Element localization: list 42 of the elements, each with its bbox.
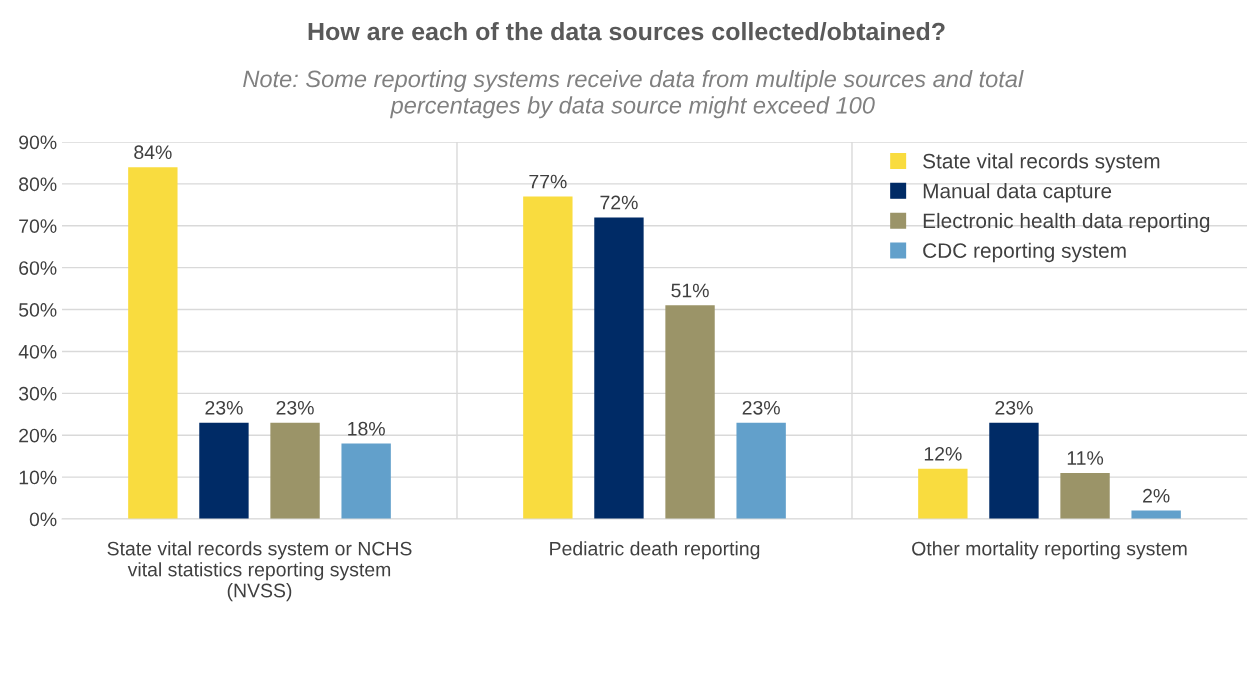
bar xyxy=(128,167,178,519)
data-label: 2% xyxy=(1143,488,1170,503)
data-label: 18% xyxy=(348,421,385,436)
chart-subtitle: Note: Some reporting systems receive data from multiple sources and total percentages by data source might exceed 100 xyxy=(243,70,1024,119)
bar xyxy=(523,196,573,519)
data-label: 23% xyxy=(276,400,314,415)
legend-label: CDC reporting system xyxy=(923,242,1126,263)
data-label: 12% xyxy=(924,446,962,461)
legend-label: Electronic health data reporting xyxy=(923,212,1210,233)
y-tick-label: 80% xyxy=(19,177,57,192)
y-tick-label: 70% xyxy=(19,219,57,234)
bar xyxy=(918,468,968,519)
y-tick-label: 40% xyxy=(18,344,57,359)
y-tick-label: 50% xyxy=(19,303,57,317)
chart-title: How are each of the data sources collected/obtained? xyxy=(308,22,945,41)
y-tick-label: 20% xyxy=(19,428,57,443)
y-tick-label: 10% xyxy=(19,470,57,485)
y-tick-label: 0% xyxy=(29,512,57,527)
data-label: 23% xyxy=(742,400,780,415)
x-tick-label: Pediatric death reporting xyxy=(550,541,760,560)
bar xyxy=(270,422,320,519)
x-tick-label: State vital records system or NCHS vital statistics reporting system (NVSS) xyxy=(107,541,412,602)
data-label: 11% xyxy=(1067,451,1104,465)
bar xyxy=(341,443,391,519)
bar xyxy=(989,422,1039,519)
legend-label: State vital records system xyxy=(923,153,1160,173)
bar xyxy=(665,305,715,519)
bar xyxy=(199,422,249,519)
y-tick-label: 90% xyxy=(19,135,57,150)
bar xyxy=(736,422,786,519)
data-label: 72% xyxy=(600,195,638,210)
data-label: 51% xyxy=(671,283,709,298)
y-tick-label: 30% xyxy=(18,386,57,401)
data-label: 84% xyxy=(134,145,172,160)
data-label: 23% xyxy=(205,400,243,415)
bar xyxy=(594,217,644,519)
y-tick-label: 60% xyxy=(19,261,57,275)
legend-label: Manual data capture xyxy=(923,183,1112,203)
bar xyxy=(1060,472,1110,519)
data-label: 77% xyxy=(529,174,567,189)
data-label: 23% xyxy=(995,400,1033,415)
x-tick-label: Other mortality reporting system xyxy=(912,541,1187,560)
